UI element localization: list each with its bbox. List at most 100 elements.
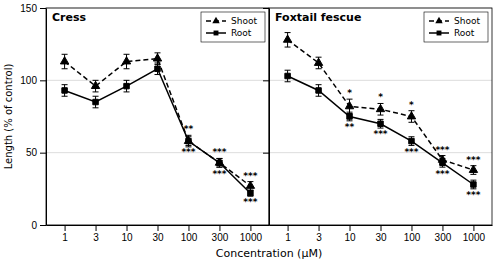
tick-label: 30: [375, 232, 387, 243]
axis-line: [46, 9, 47, 226]
chart: 1310301003001000050100150***************…: [0, 0, 500, 263]
annotation: ***: [466, 155, 480, 165]
annotation: ***: [404, 147, 418, 157]
tick: 1: [285, 225, 291, 243]
series-line: [288, 40, 474, 170]
error-bar: [216, 158, 222, 167]
tick: [263, 80, 269, 81]
tick-label: 1000: [463, 232, 486, 243]
tick: 0: [31, 220, 46, 231]
tick: 50: [26, 147, 46, 158]
tick-mark: [127, 225, 128, 231]
marker: [376, 104, 384, 111]
marker: [314, 58, 322, 65]
tick: [263, 8, 269, 9]
tick-mark: [319, 225, 320, 231]
tick: 10: [121, 225, 133, 243]
tick-label: 1000: [240, 232, 263, 243]
tick-mark: [263, 153, 269, 154]
marker: [378, 121, 383, 126]
marker: [93, 99, 98, 104]
marker: [440, 160, 445, 165]
tick: 1000: [463, 225, 486, 243]
marker: [283, 35, 291, 42]
annotations: ***********************: [345, 88, 481, 200]
series: [62, 63, 254, 196]
tick-label: 300: [212, 232, 229, 243]
plot-area: [283, 33, 477, 189]
legend-marker: [437, 31, 442, 36]
grid: [269, 8, 492, 225]
tick-mark: [442, 225, 443, 231]
marker: [186, 138, 191, 143]
tick: 30: [152, 225, 164, 243]
y-axis-title: Length (% of control): [3, 64, 14, 170]
tick-label: 0: [31, 220, 37, 231]
marker: [124, 83, 129, 88]
tick: 30: [375, 225, 387, 243]
tick-mark: [288, 225, 289, 231]
panel-title: Cress: [52, 11, 87, 24]
tick-mark: [250, 225, 251, 231]
tick: 1000: [240, 225, 263, 243]
error-bar: [316, 85, 322, 97]
legend: ShootRoot: [424, 12, 488, 42]
annotation: **: [345, 122, 355, 132]
error-bar: [155, 63, 161, 75]
legend-label: Shoot: [231, 16, 257, 26]
tick-label: 1: [285, 232, 291, 243]
marker: [60, 57, 68, 64]
tick-mark: [40, 8, 46, 9]
tick-mark: [65, 225, 66, 231]
marker: [316, 88, 321, 93]
series: [60, 53, 254, 190]
series-line: [288, 76, 474, 185]
tick: [263, 225, 269, 226]
marker: [471, 182, 476, 187]
marker: [217, 160, 222, 165]
legend-box: [201, 12, 265, 42]
grid-line: [269, 152, 492, 153]
grid: [46, 8, 269, 225]
tick-mark: [40, 225, 46, 226]
plot-area: [60, 53, 254, 196]
x-axis-title: Concentration (μM): [216, 247, 322, 260]
marker: [407, 112, 415, 119]
error-bar: [439, 158, 445, 167]
axis-line: [269, 9, 270, 226]
annotation: ***: [181, 147, 195, 157]
legend-marker: [212, 17, 219, 23]
legend-box: [424, 12, 488, 42]
marker: [91, 81, 99, 88]
marker: [155, 66, 160, 71]
series: [283, 33, 477, 175]
x-axis: 1 3 10 30 100 300 1000: [47, 225, 270, 243]
x-axis: 1310301003001000: [270, 225, 493, 243]
annotation: ***: [435, 145, 449, 155]
marker: [409, 138, 414, 143]
marker: [347, 114, 352, 119]
error-bar: [216, 158, 222, 167]
tick-label: 3: [93, 232, 99, 243]
marker: [248, 190, 253, 195]
y-axis: 0 50 100 150: [20, 3, 46, 231]
tick-label: 1: [62, 232, 68, 243]
tick-mark: [219, 225, 220, 231]
tick-mark: [473, 225, 474, 231]
grid-line: [269, 80, 492, 81]
marker: [285, 73, 290, 78]
tick-label: 10: [121, 232, 133, 243]
tick-label: 100: [181, 232, 198, 243]
error-bar: [124, 80, 130, 92]
tick: 10: [344, 225, 356, 243]
tick: 3: [316, 225, 322, 243]
error-bar: [347, 112, 353, 121]
marker: [62, 88, 67, 93]
annotation: ***: [373, 129, 387, 139]
annotation: ***: [243, 171, 257, 181]
tick-mark: [188, 225, 189, 231]
tick-label: 150: [20, 3, 37, 14]
tick: 100: [404, 225, 421, 243]
tick: 100: [20, 75, 46, 86]
tick-mark: [40, 153, 46, 154]
